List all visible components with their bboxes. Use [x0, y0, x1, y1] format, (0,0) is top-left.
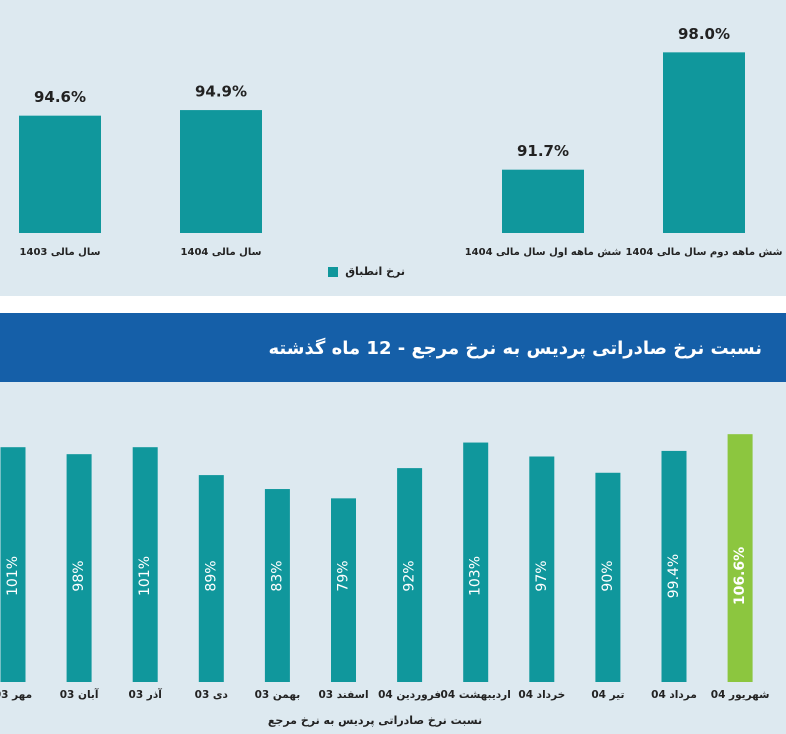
chart-title: نسبت نرخ صادراتی پردیس به نرخ مرجع - 12 … [269, 337, 762, 359]
bar [529, 456, 555, 682]
data-label: 83% [269, 560, 285, 591]
x-tick-label: اسفند 03 [318, 689, 368, 701]
data-label: 91.7% [517, 142, 569, 160]
panel-top [0, 0, 786, 296]
panel-bottom [0, 382, 786, 734]
legend-swatch [328, 267, 338, 277]
bar [663, 52, 745, 233]
x-tick-label: مهر 03 [0, 689, 32, 701]
x-tick-label: آذر 03 [129, 688, 163, 701]
bar [661, 450, 687, 682]
x-tick-label: خرداد 04 [518, 689, 565, 701]
data-label: 106.6% [732, 547, 748, 605]
x-tick-label: بهمن 03 [255, 689, 301, 701]
data-label: 97% [534, 560, 550, 591]
x-tick-label: سال مالی 1404 [181, 247, 262, 258]
x-tick-label: شش ماهه دوم سال مالی 1404 [626, 247, 783, 258]
bar [264, 489, 290, 682]
bar [66, 454, 92, 682]
bar [132, 447, 158, 682]
bar [502, 169, 584, 233]
bar [180, 110, 262, 233]
x-axis-label: نسبت نرخ صادراتی پردیس به نرخ مرجع [268, 714, 482, 727]
data-label: 101% [5, 556, 21, 596]
bar [198, 475, 224, 682]
x-tick-label: شش ماهه اول سال مالی 1404 [465, 247, 622, 258]
bar [727, 434, 753, 682]
data-label: 94.6% [34, 88, 86, 106]
legend-label: نرخ انطباق [345, 265, 405, 278]
data-label: 101% [137, 556, 153, 596]
x-tick-label: آبان 03 [60, 688, 99, 701]
bar [397, 468, 423, 682]
data-label: 98% [71, 560, 87, 591]
x-tick-label: فروردین 04 [378, 689, 441, 701]
data-label: 94.9% [195, 83, 247, 101]
x-tick-label: اردیبهشت 04 [441, 689, 511, 701]
bar [595, 472, 621, 682]
bar [0, 447, 26, 682]
data-label: 89% [203, 560, 219, 591]
x-tick-label: دی 03 [195, 689, 229, 701]
bar [463, 442, 489, 682]
x-tick-label: مرداد 04 [651, 689, 697, 701]
bar [331, 498, 356, 682]
data-label: 99.4% [666, 554, 682, 598]
bar [19, 115, 101, 233]
x-tick-label: تیر 04 [591, 689, 624, 701]
x-tick-label: شهریور 04 [711, 689, 770, 701]
header-band [0, 313, 786, 382]
x-tick-label: سال مالی 1403 [20, 247, 101, 258]
data-label: 103% [468, 556, 484, 596]
data-label: 79% [336, 560, 352, 591]
data-label: 92% [402, 560, 418, 591]
data-label: 90% [600, 560, 616, 591]
data-label: 98.0% [678, 25, 730, 43]
